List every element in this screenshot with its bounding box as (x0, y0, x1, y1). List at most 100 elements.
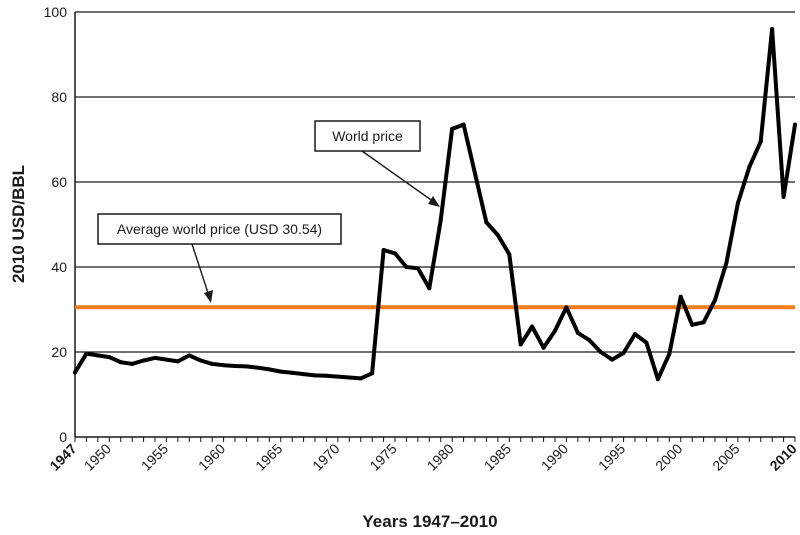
world-price-point-1964 (267, 367, 272, 372)
world-price-point-1965 (278, 369, 283, 374)
average-price-callout-label: Average world price (USD 30.54) (117, 221, 322, 237)
world-price-point-1987 (530, 324, 535, 329)
world-price-callout-label: World price (332, 128, 403, 144)
world-price-point-1949 (95, 353, 100, 358)
world-price-point-1967 (301, 372, 306, 377)
world-price-point-1991 (575, 330, 580, 335)
world-price-point-1983 (484, 220, 489, 225)
x-tick-label-1985: 1985 (481, 440, 514, 473)
x-tick-label-1990: 1990 (538, 440, 571, 473)
world-price-point-2001 (690, 322, 695, 327)
average-price-callout-box (97, 213, 342, 245)
world-price-point-1963 (255, 365, 260, 370)
x-tick-label-1955: 1955 (138, 440, 171, 473)
world-price-point-1951 (118, 360, 123, 365)
world-price-point-1948 (84, 351, 89, 356)
x-tick-label-1970: 1970 (309, 440, 342, 473)
y-tick-label-0: 0 (59, 429, 67, 445)
world-price-point-1952 (130, 361, 135, 366)
y-tick-label-40: 40 (51, 259, 67, 275)
world-price-point-1968 (313, 373, 317, 378)
x-tick-label-1975: 1975 (366, 440, 399, 473)
world-price-point-1982 (473, 171, 477, 176)
world-price-point-1958 (198, 358, 203, 363)
world-price-point-1962 (244, 364, 249, 369)
y-tick-label-100: 100 (44, 4, 68, 20)
y-tick-label-80: 80 (51, 89, 67, 105)
x-tick-label-1995: 1995 (595, 440, 628, 473)
world-price-line (73, 27, 797, 382)
x-tick-label-1947: 1947 (46, 440, 79, 473)
world-price-point-1999 (667, 352, 672, 357)
world-price-point-1978 (427, 286, 432, 291)
world-price-point-1973 (370, 371, 375, 376)
y-axis-title: 2010 USD/BBL (9, 165, 28, 283)
world-price-point-1992 (587, 338, 592, 343)
world-price-point-1961 (233, 364, 237, 369)
world-price-point-1985 (507, 252, 512, 257)
x-tick-label-1960: 1960 (195, 440, 228, 473)
world-price-point-1989 (553, 328, 557, 333)
average-price-arrow (191, 243, 210, 297)
world-price-point-1977 (415, 266, 420, 271)
y-tick-labels: 0 20 40 60 80 100 (44, 4, 68, 445)
world-price-point-1988 (541, 345, 546, 350)
world-price-point-1956 (175, 359, 180, 364)
world-price-callout: World price (314, 120, 440, 207)
world-price-point-2002 (701, 320, 706, 325)
world-price-point-1995 (621, 350, 626, 355)
world-price-point-1986 (518, 342, 523, 347)
world-price-point-1972 (358, 376, 363, 381)
world-price-point-2008 (770, 27, 775, 31)
world-price-point-1971 (347, 375, 352, 380)
world-price-point-2005 (735, 201, 740, 206)
world-price-point-1975 (393, 251, 397, 256)
world-price-point-1959 (210, 361, 215, 366)
average-price-callout: Average world price (USD 30.54) (97, 213, 342, 303)
x-tick-label-1965: 1965 (252, 440, 285, 473)
x-tick-label-2000: 2000 (652, 440, 685, 473)
x-tick-label-1980: 1980 (424, 440, 457, 473)
world-price-point-1960 (221, 363, 226, 368)
world-price-point-2010 (793, 122, 797, 127)
world-price-point-1969 (324, 373, 329, 378)
world-price-arrowhead (428, 196, 440, 207)
average-price-arrowhead (204, 290, 213, 303)
world-price-point-1993 (598, 350, 603, 354)
y-tick-label-60: 60 (51, 174, 67, 190)
world-price-point-1990 (564, 305, 569, 310)
world-price-point-1984 (495, 233, 500, 238)
y-tick-label-20: 20 (51, 344, 67, 360)
gridlines (75, 11, 795, 353)
world-price-point-2009 (781, 194, 786, 199)
world-price-callout-box (314, 120, 421, 152)
x-tick-label-2010: 2010 (766, 440, 799, 473)
world-price-arrow (361, 150, 435, 203)
world-price-point-2003 (713, 298, 717, 303)
world-price-point-1997 (644, 340, 649, 345)
world-price-point-1980 (450, 126, 455, 131)
world-price-point-1970 (335, 374, 340, 379)
x-tick-label-1950: 1950 (81, 440, 114, 473)
world-price-point-1955 (164, 357, 169, 362)
world-price-point-1954 (153, 355, 157, 360)
world-price-point-1981 (461, 122, 466, 127)
world-price-point-1996 (633, 332, 637, 337)
world-price-point-1947 (73, 370, 77, 375)
world-price-point-1966 (290, 370, 295, 375)
x-ticks: 1947 1950 1955 1960 1965 1970 1975 1980 1985 1990… (46, 437, 800, 474)
world-price-point-1979 (438, 218, 443, 223)
world-price-point-2006 (747, 165, 752, 170)
x-tick-label-2005: 2005 (709, 440, 742, 473)
world-price-point-2004 (724, 260, 729, 265)
world-price-point-1953 (141, 358, 146, 363)
world-price-point-2000 (678, 294, 683, 299)
world-price-point-2007 (758, 139, 763, 144)
world-price-point-1974 (381, 248, 386, 252)
world-price-point-1998 (655, 377, 660, 382)
world-price-point-1957 (187, 353, 192, 358)
world-price-point-1950 (107, 355, 112, 360)
x-axis-title: Years 1947–2010 (362, 512, 497, 531)
world-price-point-1994 (610, 357, 615, 362)
